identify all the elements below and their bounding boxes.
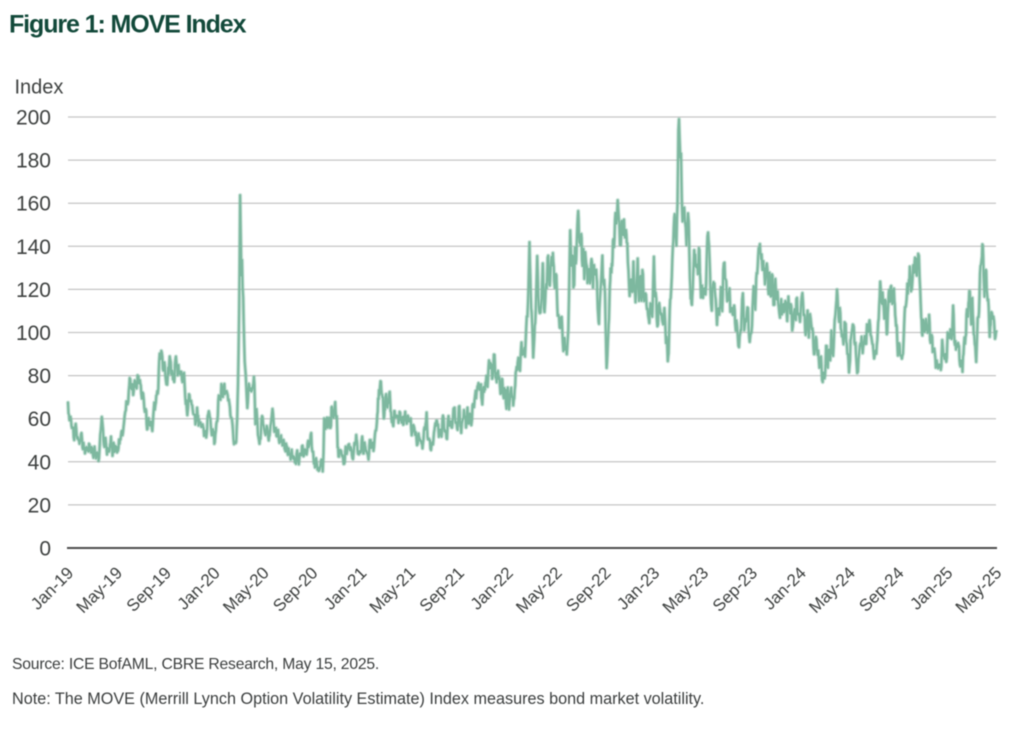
svg-text:20: 20 [28,494,51,517]
svg-text:120: 120 [16,279,51,302]
svg-text:80: 80 [28,365,51,388]
svg-text:Note: The MOVE (Merrill Lynch: Note: The MOVE (Merrill Lynch Option Vol… [12,690,704,708]
svg-text:180: 180 [16,150,51,173]
svg-text:140: 140 [16,236,51,259]
svg-text:0: 0 [39,538,51,561]
svg-text:200: 200 [16,107,51,130]
svg-text:100: 100 [16,322,51,345]
svg-text:60: 60 [28,408,51,431]
svg-text:Index: Index [15,77,64,99]
svg-text:Source: ICE BofAML, CBRE Resea: Source: ICE BofAML, CBRE Research, May 1… [12,656,379,673]
svg-text:40: 40 [28,451,51,474]
svg-text:Figure 1: MOVE Index: Figure 1: MOVE Index [9,11,247,39]
svg-text:160: 160 [16,193,51,216]
